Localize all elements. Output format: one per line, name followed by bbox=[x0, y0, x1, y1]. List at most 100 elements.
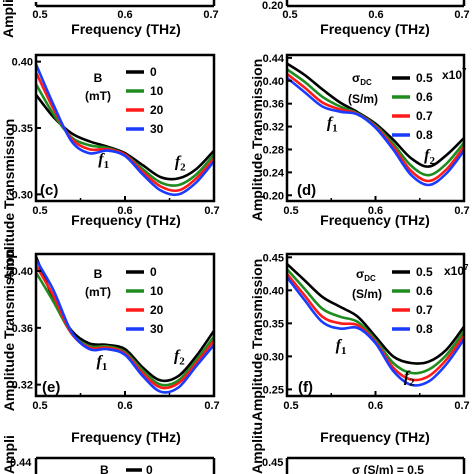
legend-title-unit: (mT) bbox=[85, 285, 111, 299]
panel-label-d: (d) bbox=[297, 182, 316, 199]
legend-label: 20 bbox=[150, 103, 164, 117]
legend-label: 0.7 bbox=[416, 109, 433, 123]
ytick-label: 0.45 bbox=[263, 252, 284, 264]
ytick-label: 0.24 bbox=[263, 167, 285, 179]
legend-label: 0.5 bbox=[416, 71, 433, 85]
legend-d: σDC (S/m) x107 bbox=[348, 67, 467, 106]
series-line-0 bbox=[34, 93, 215, 181]
panel-top-left: 0.5 0.6 0.7 Frequency (THz) Ampli bbox=[0, 0, 219, 38]
xtick-label: 0.7 bbox=[204, 205, 219, 217]
legend-label: 10 bbox=[150, 284, 164, 298]
ytick-label: 0.36 bbox=[12, 323, 33, 335]
series-line-0.8 bbox=[286, 76, 466, 187]
xtick-label: 0.6 bbox=[117, 9, 132, 21]
y-axis-label-partial: Amplitu bbox=[249, 422, 265, 474]
panel-label-c: (c) bbox=[40, 182, 58, 199]
peak-annotation: f1 bbox=[336, 337, 347, 357]
ytick-label: 0.32 bbox=[12, 380, 33, 392]
legend-c: B (mT) bbox=[85, 71, 111, 103]
ytick-label: 0.35 bbox=[263, 318, 284, 330]
series-line-20 bbox=[34, 71, 215, 193]
ytick-label-partial: 0.20 bbox=[262, 0, 283, 12]
xtick-label: 0.5 bbox=[32, 205, 47, 217]
xtick-label: 0.7 bbox=[454, 205, 469, 217]
legend-label: 20 bbox=[150, 303, 164, 317]
peak-annotation: f2 bbox=[175, 153, 186, 173]
legend-title-unit: (S/m) bbox=[348, 92, 378, 106]
x-axis-label: Frequency (THz) bbox=[71, 21, 181, 37]
ytick-label: 0.40 bbox=[12, 57, 33, 69]
ytick-label: 0.30 bbox=[12, 189, 33, 201]
legend-multiplier: x107 bbox=[444, 263, 469, 278]
legend-label: 0 bbox=[150, 65, 157, 79]
x-axis-label: Frequency (THz) bbox=[71, 429, 181, 445]
panel-d: Amplitude Transmission 0.5 0.6 0.7 0.20 0.24… bbox=[249, 53, 470, 228]
legend-label: 0.5 bbox=[416, 265, 433, 279]
xtick-label: 0.6 bbox=[117, 205, 132, 217]
plot-f: 0.5 0.6 0.7 0.25 0.30 0.35 0.40 0.45 f1 f2 0.5 0.6 0… bbox=[263, 252, 470, 412]
panel-e: Amplitude Transmission 0.5 0.6 0.7 0.32 0.36… bbox=[1, 249, 220, 445]
y-axis-label: Amplitude Transmission bbox=[249, 59, 265, 222]
x-axis-label: Frequency (THz) bbox=[320, 212, 430, 228]
peak-annotation: f2 bbox=[424, 147, 435, 167]
legend-label: 30 bbox=[150, 122, 164, 136]
peak-annotation: f1 bbox=[327, 115, 338, 135]
panel-label-f: (f) bbox=[298, 379, 313, 396]
ytick-label-partial: 0.44 bbox=[10, 457, 32, 469]
y-axis-label-partial: Ampli bbox=[1, 435, 17, 474]
peak-annotation: f2 bbox=[174, 348, 185, 368]
ytick-label: 0.40 bbox=[12, 266, 33, 278]
legend-label: 0.6 bbox=[416, 284, 433, 298]
panel-bottom-right: 0.45 Amplitu σ (S/m) = 0.5 bbox=[249, 422, 466, 474]
peak-annotation: f2 bbox=[404, 368, 415, 388]
xtick-label: 0.6 bbox=[368, 400, 383, 412]
panel-c: Amplitude Transmission 0.5 0.6 0.7 0.30 0.35… bbox=[1, 53, 220, 282]
legend-title: σDC bbox=[352, 71, 372, 87]
panel-f: Amplitude Transmission 0.5 0.6 0.7 0.25 0.30… bbox=[249, 252, 470, 445]
legend-label: 30 bbox=[150, 322, 164, 336]
plot-d: 0.5 0.6 0.7 0.20 0.24 0.28 0.32 0.36 0.40 0.44 f1 f… bbox=[263, 53, 470, 217]
series-line-30 bbox=[34, 259, 215, 394]
xtick-label: 0.7 bbox=[204, 400, 219, 412]
legend-title: B bbox=[94, 267, 103, 281]
x-axis-label: Frequency (THz) bbox=[71, 212, 181, 228]
y-axis-label: Amplitude Transmission bbox=[1, 249, 17, 412]
y-axis-label-partial: Ampli bbox=[0, 0, 16, 38]
xtick-label: 0.5 bbox=[283, 400, 298, 412]
x-axis-label: Frequency (THz) bbox=[320, 21, 430, 37]
legend-title-unit: (mT) bbox=[85, 89, 111, 103]
series-line-30 bbox=[34, 63, 215, 197]
y-axis-label: Amplitude Transmission bbox=[249, 259, 265, 422]
legend-label: 0.7 bbox=[416, 303, 433, 317]
xtick-label: 0.6 bbox=[117, 400, 132, 412]
peak-annotation: f1 bbox=[97, 353, 108, 373]
legend-entry-partial: 0 bbox=[146, 463, 153, 474]
y-axis-label: Amplitude Transmission bbox=[1, 119, 17, 282]
xtick-label: 0.5 bbox=[282, 9, 297, 21]
ytick-label: 0.25 bbox=[263, 384, 284, 396]
ytick-label: 0.20 bbox=[263, 190, 284, 202]
ytick-label: 0.35 bbox=[12, 123, 33, 135]
peak-annotation: f1 bbox=[98, 151, 109, 171]
series-line-0.5 bbox=[286, 62, 465, 168]
legend-label: 0.8 bbox=[416, 322, 433, 336]
ytick-label-partial: 0.45 bbox=[262, 457, 283, 469]
ytick-label: 0.32 bbox=[263, 122, 284, 134]
xtick-label: 0.5 bbox=[32, 9, 47, 21]
xtick-label: 0.5 bbox=[32, 400, 47, 412]
series-line-10 bbox=[34, 83, 215, 187]
xtick-label: 0.6 bbox=[368, 9, 383, 21]
plot-c: 0.5 0.6 0.7 0.30 0.35 0.40 f1 f2 0 10 20 30 bbox=[12, 53, 220, 217]
panel-label-e: (e) bbox=[42, 379, 60, 396]
ytick-label: 0.36 bbox=[263, 99, 284, 111]
legend-multiplier: x107 bbox=[442, 67, 467, 82]
legend-partial: σ (S/m) = 0.5 bbox=[352, 463, 424, 474]
panel-top-right: 0.20 0.5 0.6 0.7 Frequency (THz) bbox=[262, 0, 470, 37]
ytick-label: 0.30 bbox=[263, 351, 284, 363]
ytick-label: 0.40 bbox=[263, 76, 284, 88]
xtick-label: 0.7 bbox=[454, 400, 469, 412]
xtick-label: 0.5 bbox=[283, 205, 298, 217]
legend-label: 0.6 bbox=[416, 90, 433, 104]
legend-label: 0.8 bbox=[416, 128, 433, 142]
